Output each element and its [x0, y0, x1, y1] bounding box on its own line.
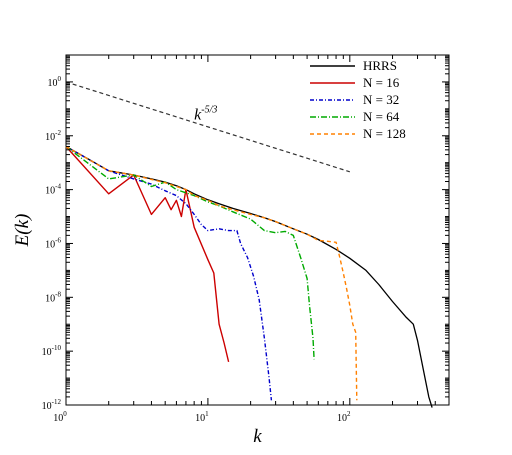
y-tick-label: 10-8: [45, 290, 61, 304]
y-tick-label: 10-4: [45, 183, 61, 197]
y-tick-label: 10-6: [45, 236, 61, 250]
reference-slope-line: [65, 81, 350, 173]
series-line: [65, 145, 315, 360]
series-line: [65, 145, 433, 408]
legend-label: N = 16: [363, 75, 400, 90]
slope-annotation-text: k-5/3: [194, 105, 217, 124]
legend-label: HRRS: [363, 58, 397, 73]
plot-area-border: [65, 54, 450, 406]
plot-frame: [65, 54, 450, 406]
y-tick-label: 10-2: [45, 129, 61, 143]
series-lines: [65, 145, 433, 408]
x-tick-label: 101: [195, 410, 209, 424]
y-axis-title: E(k): [12, 214, 33, 248]
legend: HRRS N = 16 N = 32 N = 64 N = 128: [310, 58, 406, 141]
x-axis-title: k: [253, 426, 262, 447]
series-line: [65, 145, 358, 401]
reference-slope-line-path: [65, 81, 350, 173]
series-line: [65, 146, 230, 363]
y-tick-label: 10-10: [42, 344, 62, 358]
legend-label: N = 64: [363, 109, 400, 124]
y-axis-ticks: 100 10-2 10-4 10-6 10-8 10-10 10-12: [42, 55, 449, 412]
y-tick-label: 100: [48, 75, 62, 89]
legend-label: N = 128: [363, 126, 406, 141]
slope-annotation: k-5/3: [194, 105, 217, 124]
legend-label: N = 32: [363, 92, 399, 107]
y-tick-label: 10-12: [42, 398, 62, 412]
x-tick-label: 100: [53, 410, 67, 424]
slope-annotation-base: k: [194, 107, 202, 124]
x-axis-ticks: 100 101 102: [53, 55, 450, 424]
x-tick-label: 102: [337, 410, 351, 424]
slope-annotation-exponent: -5/3: [201, 105, 217, 116]
